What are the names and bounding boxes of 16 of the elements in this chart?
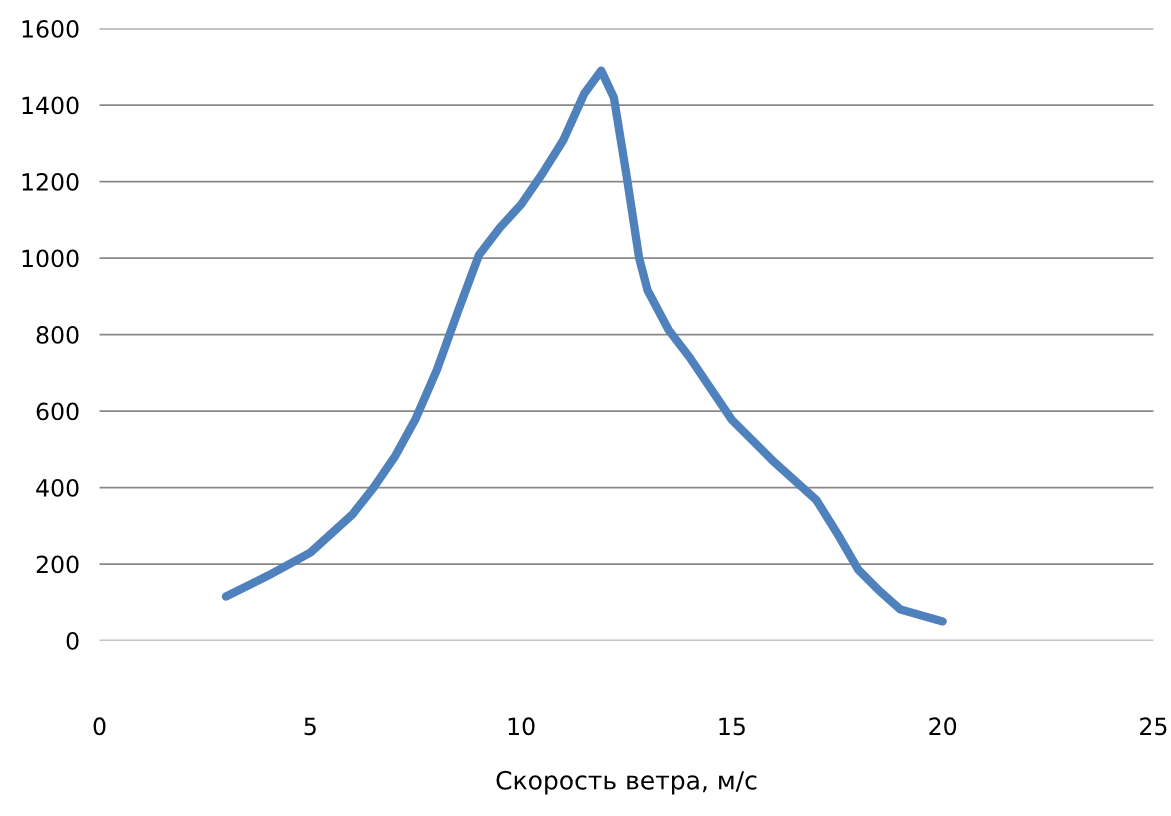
x-tick-label: 15	[719, 717, 745, 736]
y-tick-label: 1000	[22, 249, 79, 268]
x-tick-label: 5	[304, 717, 316, 736]
y-tick-label: 200	[36, 555, 79, 574]
y-tick-label: 1600	[22, 20, 79, 38]
y-tick-label: 0	[66, 632, 79, 650]
x-tick-label: 25	[1140, 717, 1167, 736]
x-tick-label: 0	[93, 717, 106, 736]
x-tick-label: 20	[929, 717, 957, 736]
y-tick-label: 1400	[22, 96, 79, 115]
y-tick-label: 600	[36, 402, 79, 421]
x-axis-title: Скорость ветра, м/с	[496, 770, 757, 795]
x-tick-label: 10	[508, 717, 535, 736]
y-tick-label: 800	[36, 326, 79, 344]
y-tick-label: 400	[36, 479, 79, 497]
y-tick-label: 1200	[22, 173, 79, 191]
